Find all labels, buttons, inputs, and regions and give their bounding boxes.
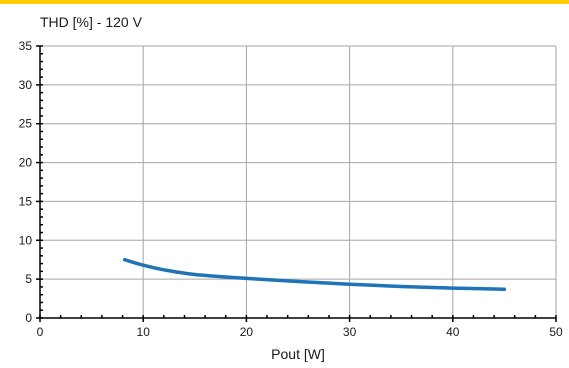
thd-series-line — [122, 257, 507, 291]
x-tick-label: 0 — [37, 325, 44, 339]
axis-layer — [36, 45, 557, 322]
top-accent-bar — [0, 0, 569, 4]
y-tick-label: 5 — [25, 272, 32, 286]
y-tick-label: 30 — [19, 78, 33, 92]
y-tick-label: 10 — [19, 233, 33, 247]
tick-labels: 0 5 10 15 20 25 30 35 0 10 20 30 40 50 — [19, 39, 563, 339]
grid-layer — [40, 45, 557, 318]
y-tick-label: 35 — [19, 39, 33, 53]
x-tick-label: 10 — [137, 325, 151, 339]
y-tick-label: 0 — [25, 311, 32, 325]
x-tick-label: 30 — [343, 325, 357, 339]
x-axis-title: Pout [W] — [271, 346, 325, 362]
y-tick-label: 15 — [19, 194, 33, 208]
series-layer — [122, 257, 507, 291]
x-tick-label: 40 — [446, 325, 460, 339]
y-axis-title: THD [%] - 120 V — [40, 14, 143, 30]
x-tick-label: 50 — [549, 325, 563, 339]
y-tick-label: 25 — [19, 117, 33, 131]
y-tick-label: 20 — [19, 156, 33, 170]
x-tick-label: 20 — [240, 325, 254, 339]
